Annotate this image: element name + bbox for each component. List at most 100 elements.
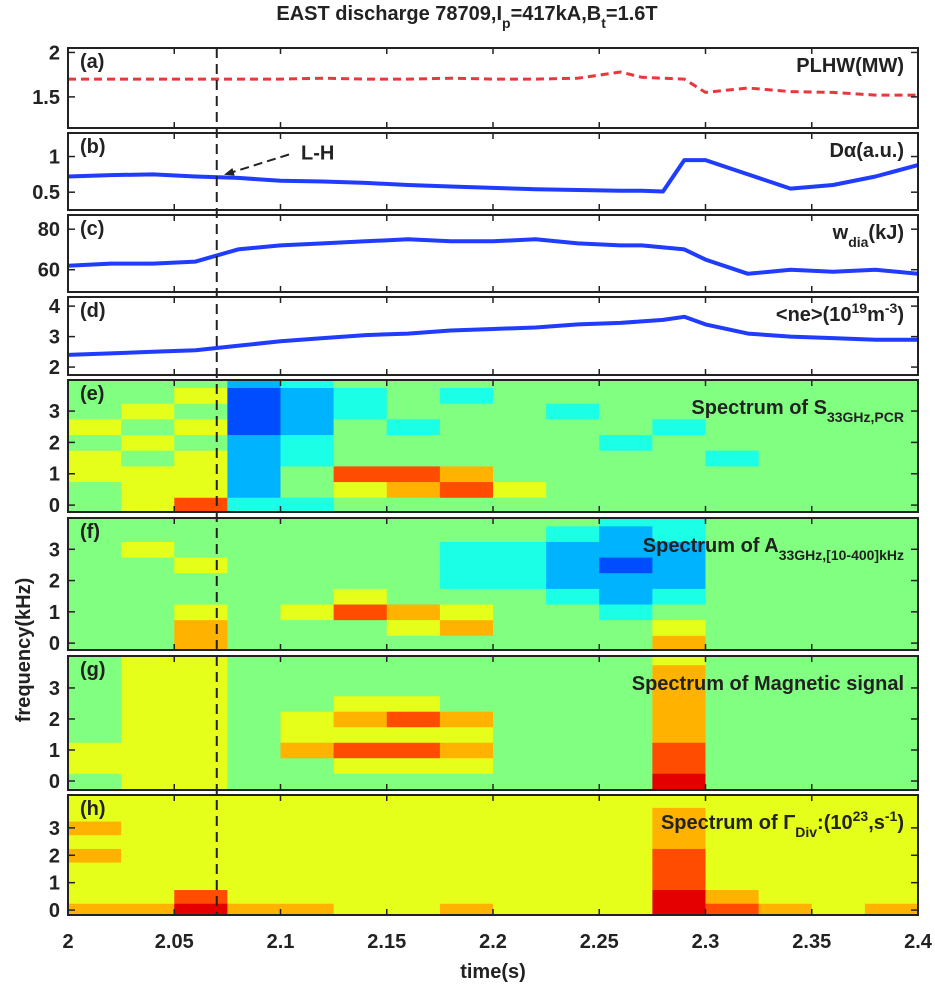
heatmap-cell	[864, 695, 918, 712]
heatmap-cell	[439, 541, 494, 558]
heatmap-cell	[758, 557, 813, 574]
heatmap-cell	[758, 434, 813, 451]
heatmap-cell	[227, 757, 281, 774]
heatmap-cell	[546, 635, 600, 650]
heatmap-cell	[227, 773, 281, 790]
x-tick-label: 2.1	[267, 931, 295, 953]
heatmap-cell	[758, 418, 813, 436]
heatmap-cell	[174, 795, 228, 808]
heatmap-cell	[705, 834, 760, 849]
heatmap-cell	[439, 518, 494, 527]
heatmap-cell	[546, 481, 600, 498]
text-part: )	[897, 304, 904, 326]
heatmap-cell	[439, 664, 494, 681]
heatmap-cell	[652, 450, 706, 467]
heatmap-cell	[174, 726, 228, 743]
heatmap-cell	[174, 656, 228, 666]
heatmap-cell	[652, 619, 706, 636]
heatmap-cell	[121, 795, 175, 808]
heatmap-cell	[174, 848, 228, 863]
heatmap-cell	[705, 604, 760, 621]
heatmap-cell	[386, 604, 441, 621]
heatmap-cell	[121, 711, 175, 728]
heatmap-cell	[705, 862, 760, 877]
heatmap-cell	[174, 481, 228, 498]
heatmap-cell	[68, 862, 122, 877]
text-part: w	[832, 222, 849, 244]
heatmap-cell	[758, 525, 813, 542]
heatmap-cell	[864, 773, 918, 790]
panel-label: (h)	[80, 798, 106, 820]
heatmap-cell	[68, 572, 122, 589]
heatmap-cell	[174, 418, 228, 436]
panel-frame	[67, 132, 919, 211]
heatmap-cell	[652, 418, 706, 436]
y-tick-label: 1	[49, 147, 60, 169]
heatmap-cell	[546, 795, 600, 808]
heatmap-cell	[439, 465, 494, 483]
heatmap-cell	[599, 742, 653, 759]
heatmap-cell	[599, 525, 653, 542]
heatmap-cell	[493, 635, 547, 650]
heatmap-cell	[174, 434, 228, 451]
y-tick-label: 2	[49, 42, 60, 64]
heatmap-cell	[439, 821, 494, 836]
y-tick-label: 0	[49, 495, 60, 517]
heatmap-cell	[439, 387, 494, 404]
heatmap-cell	[439, 742, 494, 759]
text-part: (c)	[80, 218, 104, 240]
heatmap-cell	[758, 834, 813, 849]
panel-frame	[67, 214, 919, 293]
heatmap-cell	[546, 848, 600, 863]
heatmap-cell	[121, 680, 175, 697]
heatmap-cell	[333, 481, 388, 498]
panel-name: Spectrum of S33GHz,PCR	[691, 397, 904, 425]
heatmap-cell	[652, 807, 706, 822]
heatmap-cell	[758, 875, 813, 891]
heatmap-cell	[333, 403, 388, 420]
heatmap-cell	[652, 380, 706, 389]
heatmap-cell	[227, 807, 281, 822]
heatmap-cell	[811, 875, 866, 891]
heatmap-cell	[174, 664, 228, 681]
plot-area	[68, 158, 918, 194]
heatmap-cell	[439, 726, 494, 743]
heatmap-cell	[227, 557, 281, 574]
heatmap-cell	[811, 821, 866, 836]
heatmap-cell	[599, 834, 653, 849]
heatmap-cell	[546, 572, 600, 589]
heatmap-cell	[174, 742, 228, 759]
y-tick-label: 3	[49, 678, 60, 700]
heatmap-cell	[121, 541, 175, 558]
heatmap-cell	[174, 773, 228, 790]
heatmap-cell	[493, 588, 547, 605]
heatmap-cell	[68, 795, 122, 808]
heatmap-cell	[280, 518, 335, 527]
heatmap-cell	[439, 711, 494, 728]
plot-area	[68, 795, 918, 915]
heatmap-cell	[68, 557, 122, 574]
y-tick-label: 2	[49, 357, 60, 379]
heatmap-cell	[386, 834, 441, 849]
heatmap-cell	[546, 380, 600, 389]
heatmap-cell	[386, 418, 441, 436]
heatmap-cell	[227, 380, 281, 389]
heatmap-cell	[121, 604, 175, 621]
heatmap-cell	[758, 848, 813, 863]
heatmap-cell	[811, 664, 866, 681]
heatmap-cell	[705, 434, 760, 451]
heatmap-cell	[333, 557, 388, 574]
heatmap-cell	[758, 664, 813, 681]
series-line	[68, 158, 918, 194]
heatmap-cell	[705, 711, 760, 728]
heatmap-cell	[280, 773, 335, 790]
heatmap-cell	[386, 848, 441, 863]
text-part: (e)	[80, 383, 104, 405]
heatmap-cell	[439, 572, 494, 589]
heatmap-cell	[864, 541, 918, 558]
heatmap-cell	[280, 875, 335, 891]
heatmap-cell	[280, 834, 335, 849]
heatmap-cell	[386, 680, 441, 697]
heatmap-cell	[493, 807, 547, 822]
text-part: dia	[848, 234, 868, 250]
